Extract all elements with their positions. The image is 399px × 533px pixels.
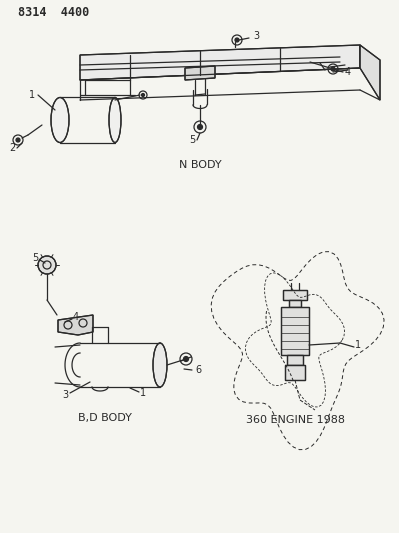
Text: 1: 1 bbox=[29, 90, 35, 100]
Polygon shape bbox=[281, 307, 309, 355]
Text: 5: 5 bbox=[189, 135, 195, 145]
Circle shape bbox=[142, 93, 144, 96]
Text: 2: 2 bbox=[9, 143, 15, 153]
Polygon shape bbox=[185, 66, 215, 80]
Circle shape bbox=[38, 256, 56, 274]
Polygon shape bbox=[289, 300, 301, 307]
Text: 3: 3 bbox=[253, 31, 259, 41]
Circle shape bbox=[331, 67, 335, 71]
Circle shape bbox=[235, 38, 239, 42]
Polygon shape bbox=[287, 355, 303, 365]
Text: 360 ENGINE 1988: 360 ENGINE 1988 bbox=[245, 415, 344, 425]
Text: 8314  4400: 8314 4400 bbox=[18, 5, 89, 19]
Ellipse shape bbox=[51, 98, 69, 142]
Circle shape bbox=[184, 357, 188, 361]
Text: B,D BODY: B,D BODY bbox=[78, 413, 132, 423]
Text: 1: 1 bbox=[140, 388, 146, 398]
Polygon shape bbox=[283, 290, 307, 300]
Text: 4: 4 bbox=[345, 67, 351, 77]
Circle shape bbox=[16, 138, 20, 142]
Text: 3: 3 bbox=[62, 390, 68, 400]
Polygon shape bbox=[360, 45, 380, 100]
Text: 5: 5 bbox=[32, 253, 38, 263]
Polygon shape bbox=[58, 315, 93, 335]
Circle shape bbox=[198, 125, 203, 130]
Text: N BODY: N BODY bbox=[179, 160, 221, 170]
Text: 6: 6 bbox=[195, 365, 201, 375]
Text: 1: 1 bbox=[355, 340, 361, 350]
Polygon shape bbox=[80, 45, 360, 80]
Text: 4: 4 bbox=[73, 312, 79, 322]
Ellipse shape bbox=[109, 98, 121, 142]
Polygon shape bbox=[285, 365, 305, 380]
Ellipse shape bbox=[153, 343, 167, 387]
